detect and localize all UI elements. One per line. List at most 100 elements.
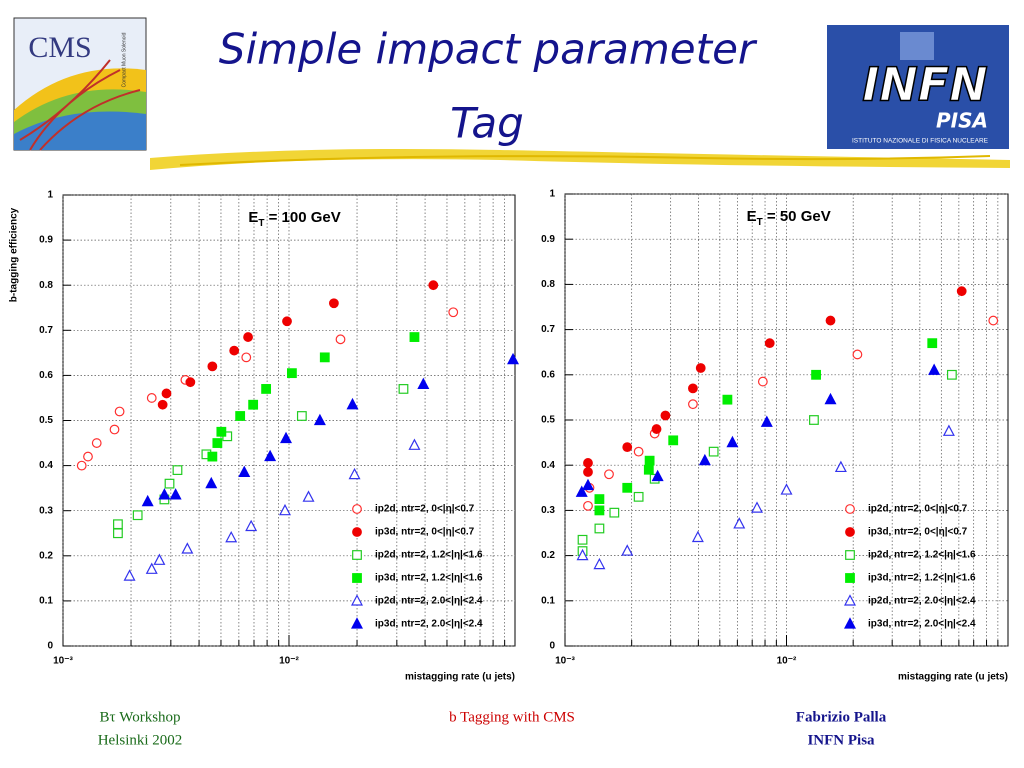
marker: [335, 334, 346, 345]
series: [113, 384, 409, 539]
legend-label: ip2d, ntr=2, 2.0<|η|<2.4: [375, 596, 483, 607]
legend-label: ip2d, ntr=2, 2.0<|η|<2.4: [868, 596, 976, 607]
marker: [751, 501, 764, 513]
marker: [594, 494, 605, 504]
marker: [726, 435, 739, 448]
marker: [688, 399, 698, 410]
marker: [91, 438, 102, 448]
marker: [417, 377, 430, 390]
marker: [811, 369, 821, 380]
legend-label: ip3d, ntr=2, 1.2<|η|<1.6: [868, 573, 976, 584]
marker: [235, 411, 246, 421]
y-tick-label: 0.1: [39, 596, 53, 607]
marker: [988, 315, 999, 326]
marker: [245, 519, 258, 532]
marker: [660, 410, 671, 421]
marker: [243, 332, 253, 342]
series: [76, 307, 459, 471]
marker: [852, 349, 863, 360]
marker: [248, 399, 259, 410]
legend-marker: [844, 617, 856, 629]
marker: [207, 451, 218, 462]
marker: [76, 460, 87, 471]
marker: [695, 363, 706, 373]
marker: [278, 503, 291, 516]
marker: [780, 483, 793, 495]
marker: [621, 544, 634, 556]
infn-logo-shape: [900, 32, 934, 60]
marker: [141, 494, 154, 507]
marker: [280, 431, 293, 444]
marker: [207, 361, 218, 372]
y-tick-label: 0.1: [541, 595, 555, 606]
marker: [109, 424, 120, 435]
charts: 0 0.1 0.2 0.3 0.4 0.5 0.6 0.7 0.8 0.9 1 10⁻³ 10⁻² b-t…: [9, 189, 1009, 683]
cms-logo-caption: Compact Muon Solenoid: [121, 32, 127, 87]
legend-marker: [845, 504, 855, 514]
marker: [581, 478, 594, 491]
marker: [261, 384, 272, 394]
y-tick-label: 0.6: [541, 369, 555, 380]
legend-label: ip3d, ntr=2, 2.0<|η|<2.4: [868, 619, 976, 630]
legend-marker: [352, 550, 362, 560]
annotation-part: = 50 GeV: [763, 208, 831, 225]
infn-logo-city: PISA: [936, 109, 988, 133]
marker: [609, 507, 620, 518]
y-tick-label: 0: [549, 641, 555, 652]
marker: [928, 363, 941, 375]
annotation-part: T: [258, 218, 264, 229]
legend-marker: [352, 527, 362, 537]
marker: [346, 397, 359, 410]
footer-right: INFN Pisa: [807, 732, 875, 748]
legend-label: ip3d, ntr=2, 0<|η|<0.7: [868, 527, 968, 538]
marker: [583, 467, 593, 477]
title-underline: [150, 149, 1010, 170]
marker: [205, 476, 218, 489]
legend-label: ip2d, ntr=2, 0<|η|<0.7: [375, 504, 475, 515]
marker: [594, 523, 605, 534]
marker: [145, 562, 158, 574]
marker: [583, 458, 593, 468]
marker: [157, 399, 168, 410]
legend-marker: [352, 504, 362, 514]
marker: [319, 352, 330, 363]
marker: [722, 394, 733, 405]
marker: [83, 451, 93, 462]
marker: [428, 280, 439, 291]
marker: [212, 438, 223, 448]
annotation: ET = 100 GeV: [248, 209, 340, 229]
marker: [153, 553, 166, 565]
marker: [328, 298, 339, 309]
legend-marker: [844, 594, 856, 606]
marker: [448, 307, 459, 318]
marker: [146, 393, 157, 403]
marker: [238, 465, 251, 477]
marker: [583, 500, 593, 511]
series: [157, 280, 439, 410]
footer-right: Fabrizio Palla: [796, 709, 887, 725]
plot: 0 0.1 0.2 0.3 0.4 0.5 0.6 0.7 0.8 0.9 1 10⁻³ 10⁻² b-t…: [9, 190, 520, 683]
marker: [287, 368, 297, 379]
y-tick-label: 0.4: [541, 460, 555, 471]
legend-label: ip2d, ntr=2, 1.2<|η|<1.6: [868, 550, 976, 561]
marker: [668, 435, 679, 446]
marker: [651, 424, 662, 434]
slide-title: Tag: [450, 99, 524, 148]
marker: [113, 528, 123, 539]
marker: [946, 369, 957, 380]
marker: [408, 438, 421, 450]
marker: [651, 469, 664, 482]
legend-marker: [351, 594, 363, 606]
annotation-part: E: [747, 208, 757, 225]
marker: [577, 534, 588, 545]
annotation-part: T: [757, 217, 763, 228]
marker: [927, 338, 938, 349]
marker: [409, 332, 420, 342]
y-tick-label: 0.7: [39, 325, 53, 336]
marker: [229, 345, 240, 356]
marker: [113, 519, 123, 530]
marker: [123, 569, 136, 581]
series: [141, 352, 520, 507]
marker: [809, 415, 819, 425]
legend-label: ip3d, ntr=2, 0<|η|<0.7: [375, 527, 475, 538]
